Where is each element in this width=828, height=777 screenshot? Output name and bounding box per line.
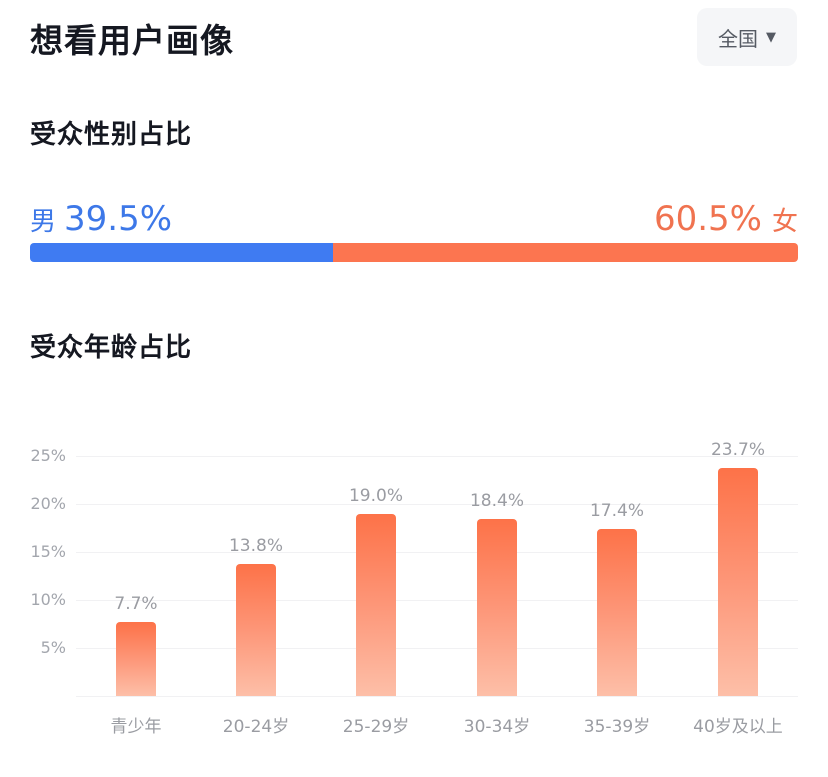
gridline	[76, 504, 798, 505]
age-bar	[356, 513, 396, 696]
bar-value-label: 7.7%	[114, 594, 158, 615]
y-tick-label: 15%	[30, 542, 66, 561]
y-tick-label: 25%	[30, 446, 66, 465]
female-label: 60.5% 女	[654, 199, 798, 239]
female-char: 女	[771, 207, 798, 237]
bar-value-label: 23.7%	[710, 440, 765, 461]
page-title: 想看用户画像	[30, 21, 234, 60]
gridline	[76, 648, 798, 649]
x-category-label: 35-39岁	[583, 717, 651, 737]
x-category-label: 25-29岁	[342, 717, 410, 737]
bar-value-label: 17.4%	[589, 500, 644, 521]
gender-labels: 男 39.5% 60.5% 女	[30, 195, 798, 239]
age-bar	[116, 622, 156, 696]
gridline	[76, 456, 798, 457]
male-percent: 39.5%	[64, 199, 173, 239]
x-category-label: 青少年	[110, 717, 162, 737]
baseline	[76, 696, 798, 697]
bar-value-label: 19.0%	[348, 485, 403, 506]
bar-value-label: 18.4%	[469, 491, 524, 512]
age-bar	[477, 519, 517, 696]
age-bar	[236, 563, 276, 696]
region-selector[interactable]: 全国 ▼	[697, 8, 797, 66]
female-segment	[333, 243, 798, 262]
gender-ratio-bar	[30, 243, 798, 262]
x-category-label: 30-34岁	[463, 717, 531, 737]
female-percent: 60.5%	[653, 199, 762, 239]
age-bar	[718, 468, 758, 696]
x-category-label: 20-24岁	[222, 717, 290, 737]
male-label: 男 39.5%	[30, 199, 172, 239]
y-tick-label: 5%	[40, 638, 66, 657]
x-category-label: 40岁及以上	[693, 717, 783, 737]
age-section-title: 受众年龄占比	[30, 333, 193, 363]
gridline	[76, 600, 798, 601]
gridline	[76, 552, 798, 553]
gender-section-title: 受众性别占比	[30, 120, 193, 150]
age-bar	[597, 528, 637, 696]
region-label: 全国	[718, 26, 758, 51]
y-tick-label: 10%	[30, 590, 66, 609]
bar-value-label: 13.8%	[228, 535, 283, 556]
y-tick-label: 20%	[30, 494, 66, 513]
male-char: 男	[30, 207, 57, 237]
caret-down-icon: ▼	[766, 29, 776, 45]
age-bar-chart: 5% 10% 15% 20% 25% 7.7% 青少年 13.8% 20-24岁 19.0% 25-…	[0, 420, 828, 777]
male-segment	[30, 243, 334, 262]
